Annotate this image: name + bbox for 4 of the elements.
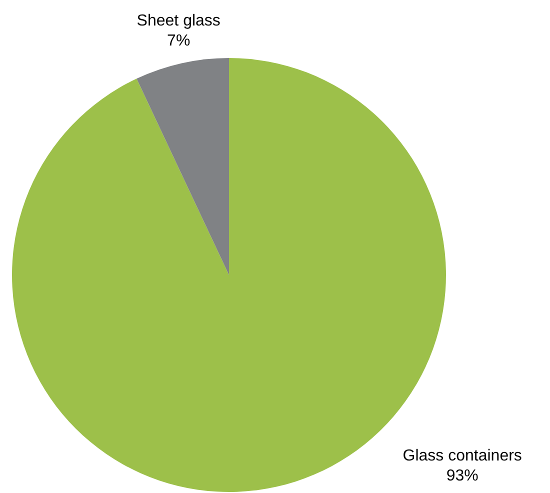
slice-label: Glass containers xyxy=(402,447,522,464)
slice-label: Sheet glass xyxy=(136,12,220,30)
data-label: 93% xyxy=(446,467,478,484)
data-label: 7% xyxy=(167,32,190,50)
